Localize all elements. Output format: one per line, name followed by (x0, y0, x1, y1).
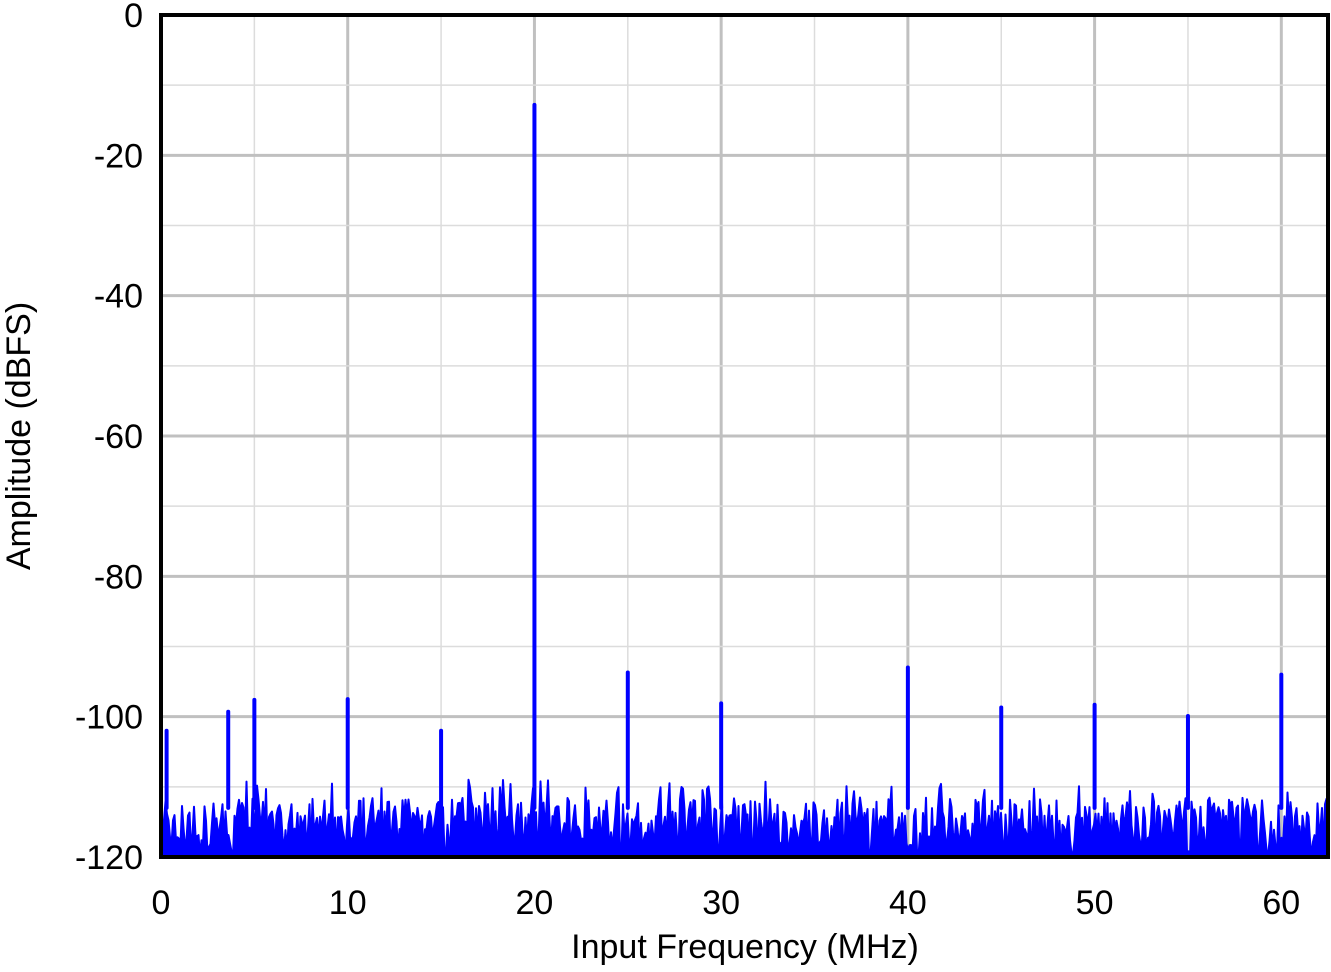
plot-frame (159, 13, 1330, 859)
x-tick-label: 60 (1262, 884, 1300, 922)
x-tick-label: 0 (152, 884, 171, 922)
y-tick-label: -20 (94, 137, 143, 175)
x-tick-label: 40 (889, 884, 927, 922)
grid (161, 15, 1328, 857)
y-tick-label: 0 (124, 0, 143, 35)
x-axis-label: Input Frequency (MHz) (571, 928, 919, 966)
noise-floor (160, 778, 1329, 858)
x-tick-label: 20 (516, 884, 554, 922)
x-tick-label: 50 (1076, 884, 1114, 922)
y-tick-labels: 0 -20 -40 -60 -80 -100 -120 (75, 0, 143, 877)
x-tick-label: 10 (329, 884, 367, 922)
y-axis-label: Amplitude (dBFS) (0, 302, 38, 570)
y-tick-label: -100 (75, 699, 143, 737)
y-tick-label: -60 (94, 418, 143, 456)
x-tick-label: 30 (702, 884, 740, 922)
y-tick-label: -80 (94, 558, 143, 596)
spectrum-trace (160, 102, 1329, 858)
y-tick-label: -40 (94, 278, 143, 316)
x-tick-labels: 0 10 20 30 40 50 60 (152, 884, 1301, 922)
y-tick-label: -120 (75, 839, 143, 877)
